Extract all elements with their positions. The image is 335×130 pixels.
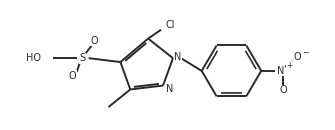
Text: N: N	[166, 84, 174, 95]
Text: −: −	[302, 48, 308, 57]
Text: N: N	[174, 52, 182, 62]
Text: O: O	[91, 35, 98, 46]
Text: O: O	[69, 71, 77, 81]
Text: O: O	[279, 85, 287, 95]
Text: O: O	[293, 52, 301, 62]
Text: Cl: Cl	[165, 20, 175, 30]
Text: N: N	[277, 66, 285, 76]
Text: S: S	[80, 53, 86, 63]
Text: +: +	[286, 61, 292, 70]
Text: HO: HO	[25, 53, 41, 63]
